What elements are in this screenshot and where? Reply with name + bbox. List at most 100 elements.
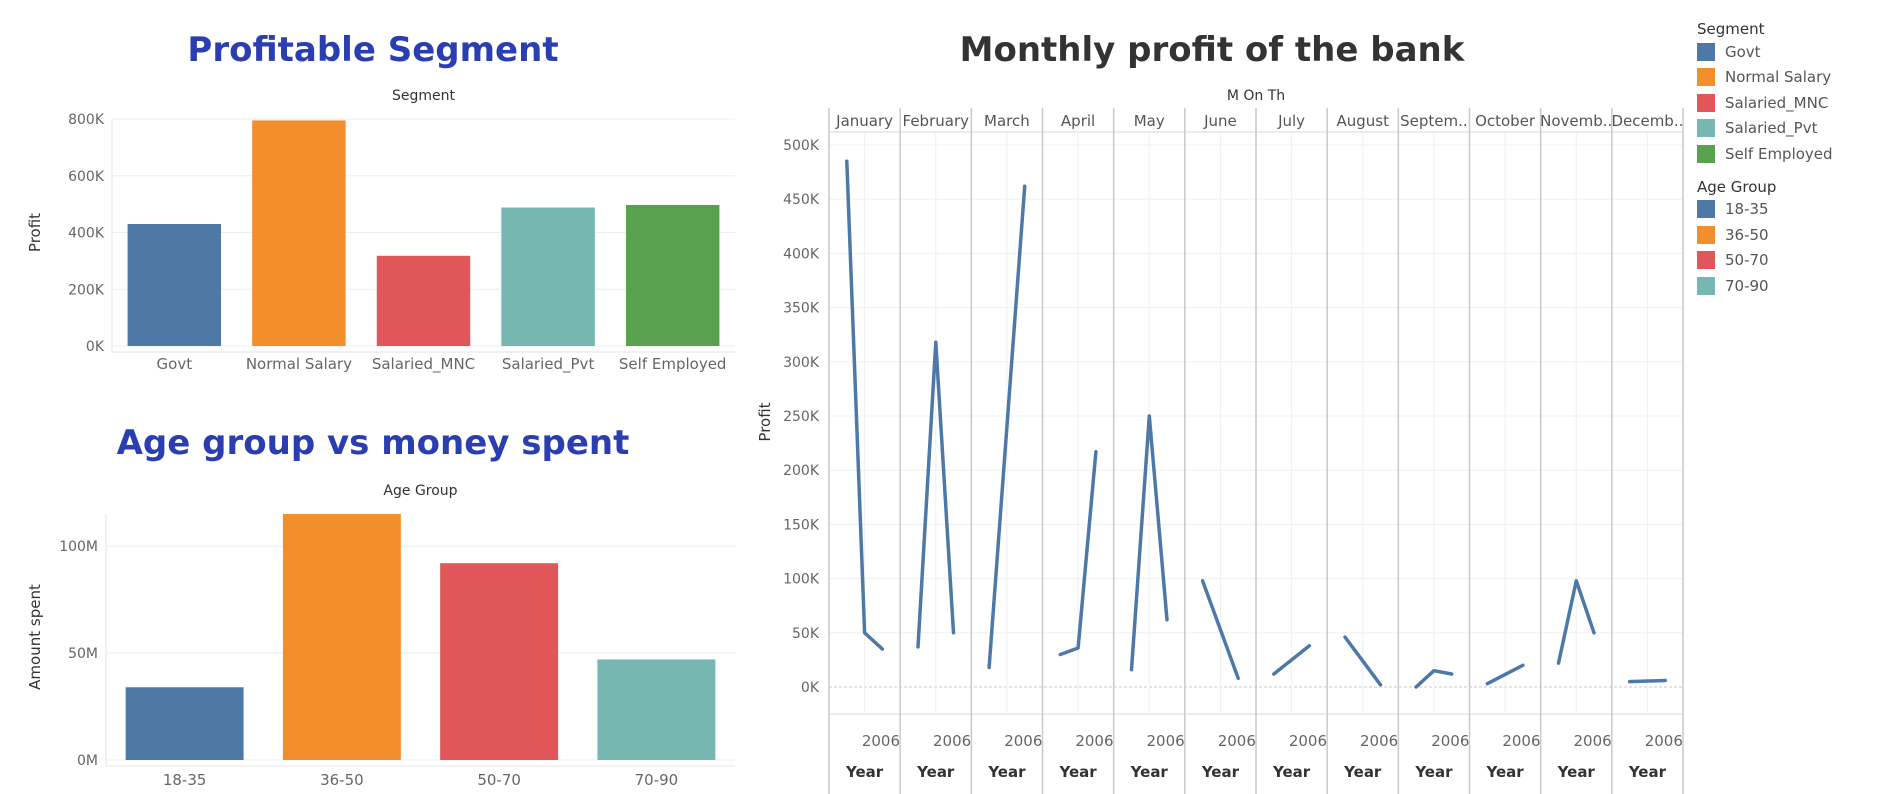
x-axis-label: Year — [1414, 763, 1453, 781]
x-tick-label: 70-90 — [635, 771, 679, 789]
y-tick-label: 350K — [783, 301, 820, 317]
legend-swatch — [1697, 144, 1715, 163]
x-tick-label: 2006 — [1218, 732, 1256, 750]
bar-salaried-pvt — [501, 207, 595, 346]
legend-swatch — [1697, 119, 1715, 138]
legend-label: 50-70 — [1725, 251, 1769, 270]
x-axis-label: Year — [1343, 763, 1382, 781]
month-header: Septem.. — [1400, 112, 1468, 130]
legend-swatch — [1697, 68, 1715, 87]
y-axis-label: Amount spent — [26, 584, 44, 690]
line-series-novemb- — [1556, 579, 1596, 665]
legend-swatch — [1697, 225, 1715, 244]
y-tick-label: 200K — [68, 282, 105, 298]
y-axis-label: Profit — [756, 402, 774, 441]
month-header: October — [1475, 112, 1536, 130]
legend-item[interactable]: 70-90 — [1697, 273, 1877, 299]
x-axis-label: Year — [1058, 763, 1097, 781]
legend-label: Self Employed — [1725, 144, 1833, 163]
y-tick-label: 150K — [783, 517, 820, 533]
legend-label: 36-50 — [1725, 225, 1769, 244]
line-series-july — [1272, 644, 1312, 676]
y-tick-label: 500K — [783, 138, 820, 154]
y-tick-label: 400K — [783, 246, 820, 262]
x-tick-label: 2006 — [1147, 732, 1185, 750]
line-series-june — [1200, 579, 1240, 681]
legend-age-list: 18-35 36-50 50-70 70-90 — [1697, 197, 1877, 299]
line-series-decemb- — [1627, 678, 1667, 684]
y-tick-label: 100M — [59, 539, 98, 555]
x-tick-label: Self Employed — [619, 355, 727, 373]
y-tick-label: 0M — [77, 753, 98, 769]
bar-36-50 — [282, 514, 401, 760]
bar-18-35 — [125, 687, 244, 760]
y-tick-label: 0K — [86, 339, 105, 355]
y-tick-label: 250K — [783, 409, 820, 425]
x-axis-label: Year — [1485, 763, 1524, 781]
legend-swatch — [1697, 93, 1715, 112]
bar-70-90 — [597, 659, 716, 760]
x-axis-label: Year — [916, 763, 955, 781]
bar-50-70 — [440, 563, 559, 760]
x-axis-label: Year — [987, 763, 1026, 781]
month-header: Novemb.. — [1540, 112, 1612, 130]
y-tick-label: 0K — [801, 680, 820, 696]
x-axis-label: Year — [1272, 763, 1311, 781]
legend-item[interactable]: 50-70 — [1697, 248, 1877, 274]
y-tick-label: 450K — [783, 192, 820, 208]
legend-item[interactable]: Normal Salary — [1697, 65, 1877, 91]
y-tick-label: 100K — [783, 572, 820, 588]
x-tick-label: 2006 — [862, 732, 900, 750]
legend-item[interactable]: Salaried_MNC — [1697, 90, 1877, 116]
legend-label: Salaried_MNC — [1725, 93, 1829, 112]
y-tick-label: 800K — [68, 112, 105, 128]
x-axis-label: Year — [1557, 763, 1596, 781]
month-header: March — [984, 112, 1030, 130]
column-header: M On Th — [1227, 88, 1285, 104]
bar-salaried-mnc — [376, 255, 471, 346]
chart-title: Age group vs money spent — [117, 423, 630, 463]
legend-item[interactable]: Govt — [1697, 39, 1877, 65]
legend-label: 70-90 — [1725, 276, 1769, 295]
x-tick-label: 2006 — [1075, 732, 1113, 750]
bar-self-employed — [625, 204, 720, 346]
legend-item[interactable]: 18-35 — [1697, 197, 1877, 223]
x-tick-label: Govt — [157, 355, 193, 373]
legend-item[interactable]: Salaried_Pvt — [1697, 116, 1877, 142]
month-header: January — [835, 112, 893, 130]
month-header: July — [1277, 112, 1305, 130]
x-tick-label: 2006 — [1502, 732, 1540, 750]
x-tick-label: 18-35 — [163, 771, 207, 789]
line-series-january — [845, 159, 885, 651]
x-tick-label: 2006 — [1004, 732, 1042, 750]
x-axis-label: Year — [1130, 763, 1169, 781]
line-series-septem- — [1414, 668, 1454, 689]
legend-segment-list: Govt Normal Salary Salaried_MNC Salaried_Pv… — [1697, 39, 1877, 167]
x-tick-label: Normal Salary — [246, 355, 352, 373]
chart-title: Profitable Segment — [187, 30, 558, 70]
x-tick-label: 36-50 — [320, 771, 364, 789]
legend-title-age: Age Group — [1697, 177, 1777, 196]
y-tick-label: 400K — [68, 226, 105, 242]
legend-swatch — [1697, 200, 1715, 219]
legend-item[interactable]: 36-50 — [1697, 222, 1877, 248]
x-tick-label: Salaried_Pvt — [502, 355, 595, 374]
x-axis-label: Year — [845, 763, 884, 781]
y-tick-label: 300K — [783, 355, 820, 371]
column-header: Segment — [392, 88, 456, 104]
x-tick-label: Salaried_MNC — [372, 355, 475, 374]
legend-label: 18-35 — [1725, 200, 1769, 219]
legend-label: Govt — [1725, 42, 1761, 61]
legend-item[interactable]: Self Employed — [1697, 141, 1877, 167]
x-axis-label: Year — [1201, 763, 1240, 781]
legend-swatch — [1697, 251, 1715, 270]
bar-normal-salary — [252, 120, 346, 346]
y-axis-label: Profit — [26, 213, 44, 252]
line-series-august — [1343, 635, 1383, 687]
legend-title-segment: Segment — [1697, 20, 1765, 38]
line-series-february — [916, 340, 956, 649]
month-header: February — [903, 112, 970, 130]
legend-label: Salaried_Pvt — [1725, 119, 1818, 138]
month-header: May — [1134, 112, 1165, 130]
x-tick-label: 2006 — [1360, 732, 1398, 750]
